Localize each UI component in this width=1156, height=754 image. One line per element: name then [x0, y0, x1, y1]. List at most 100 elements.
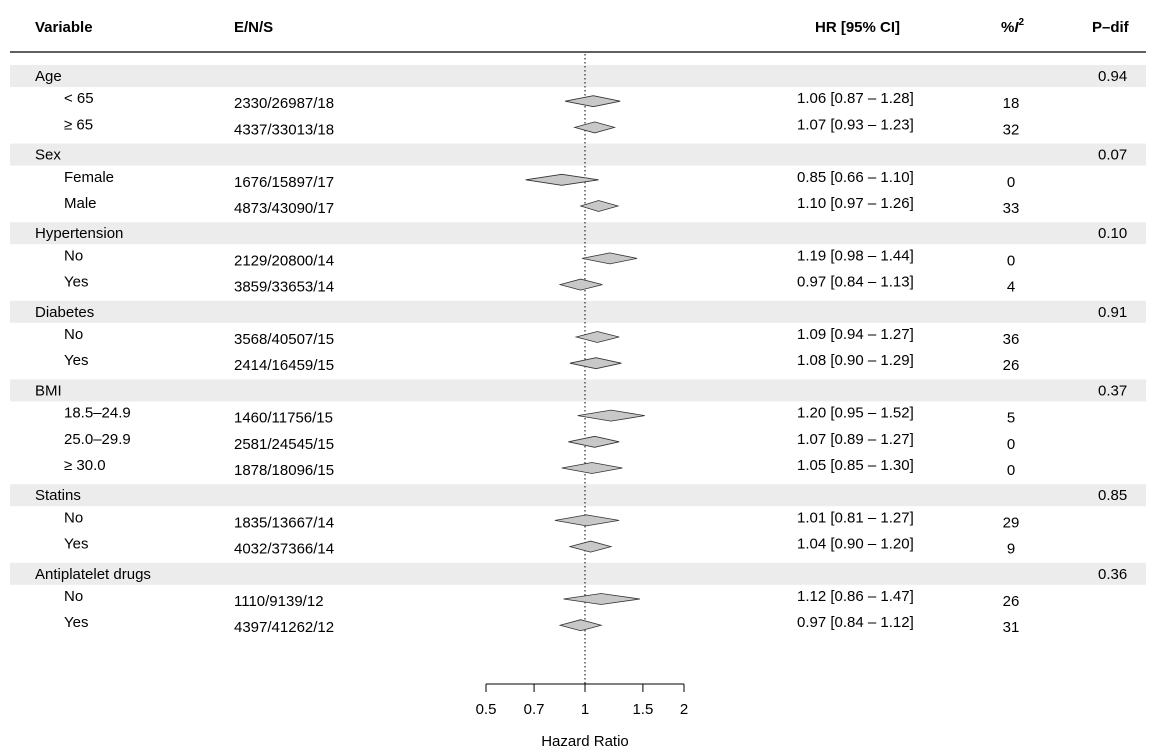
row-hr-ci: 1.07 [0.89 – 1.27]: [797, 431, 914, 448]
group-p-dif: 0.10: [1098, 225, 1127, 242]
hr-diamond: [561, 462, 623, 474]
header-i2-letter: I: [1014, 19, 1019, 36]
row-ens: 4397/41262/12: [234, 619, 334, 636]
row-i2: 26: [1003, 593, 1020, 610]
group-p-dif: 0.37: [1098, 382, 1127, 399]
row-i2: 29: [1003, 514, 1020, 531]
column-headers: Variable E/N/S HR [95% CI] %I2 P–dif: [10, 17, 1146, 53]
table-rows: Age 0.94 < 65 2330/26987/18 1.06 [0.87 – 1.2…: [35, 68, 1127, 636]
group-label: Statins: [35, 487, 81, 504]
header-i2-sup: 2: [1019, 17, 1025, 28]
row-label: < 65: [64, 90, 94, 107]
row-label: 25.0–29.9: [64, 431, 131, 448]
row-label: No: [64, 509, 83, 526]
row-hr-ci: 1.20 [0.95 – 1.52]: [797, 405, 914, 422]
row-i2: 0: [1007, 252, 1015, 269]
group-label: Sex: [35, 147, 61, 164]
group-p-dif: 0.36: [1098, 566, 1127, 583]
row-hr-ci: 1.07 [0.93 – 1.23]: [797, 116, 914, 133]
hr-diamond: [558, 278, 603, 291]
x-tick-label: 0.7: [524, 701, 545, 718]
group-label: Hypertension: [35, 225, 123, 242]
group-band: [10, 143, 1146, 166]
row-label: No: [64, 326, 83, 343]
row-hr-ci: 1.06 [0.87 – 1.28]: [797, 90, 914, 107]
row-label: Yes: [64, 614, 88, 631]
hr-diamond: [582, 252, 638, 265]
header-i2-prefix: %: [1001, 19, 1014, 36]
row-label: No: [64, 247, 83, 264]
row-i2: 0: [1007, 436, 1015, 453]
row-hr-ci: 1.19 [0.98 – 1.44]: [797, 247, 914, 264]
row-ens: 2581/24545/15: [234, 436, 334, 453]
x-tick-label: 1: [581, 701, 589, 718]
row-ens: 4032/37366/14: [234, 541, 334, 558]
row-label: Female: [64, 169, 114, 186]
group-p-dif: 0.85: [1098, 487, 1127, 504]
row-i2: 0: [1007, 174, 1015, 191]
header-pdif: P–dif: [1092, 19, 1130, 36]
row-hr-ci: 1.08 [0.90 – 1.29]: [797, 352, 914, 369]
x-axis-title: Hazard Ratio: [541, 733, 629, 750]
group-band: [10, 65, 1146, 87]
row-i2: 5: [1007, 410, 1015, 427]
row-ens: 1110/9139/12: [234, 593, 324, 610]
row-ens: 3568/40507/15: [234, 331, 334, 348]
header-variable: Variable: [35, 19, 93, 36]
hr-diamond: [558, 619, 603, 632]
group-band: [10, 562, 1146, 585]
row-label: Yes: [64, 352, 88, 369]
x-tick-label: 2: [680, 701, 688, 718]
row-i2: 0: [1007, 462, 1015, 479]
group-label: Diabetes: [35, 304, 94, 321]
group-label: Antiplatelet drugs: [35, 566, 151, 583]
header-i2: %I2: [1001, 17, 1025, 36]
group-band: [10, 222, 1146, 245]
hr-diamond: [574, 331, 620, 343]
row-ens: 1835/13667/14: [234, 514, 334, 531]
group-p-dif: 0.94: [1098, 68, 1127, 85]
row-ens: 1878/18096/15: [234, 462, 334, 479]
group-label: BMI: [35, 382, 62, 399]
header-hr: HR [95% CI]: [815, 19, 900, 36]
hr-diamond: [577, 409, 645, 422]
hr-diamond: [568, 435, 620, 448]
row-label: ≥ 30.0: [64, 457, 106, 474]
x-tick-label: 1.5: [632, 701, 653, 718]
row-hr-ci: 0.85 [0.66 – 1.10]: [797, 169, 914, 186]
group-band: [10, 379, 1146, 402]
row-hr-ci: 1.05 [0.85 – 1.30]: [797, 457, 914, 474]
row-i2: 33: [1003, 200, 1020, 217]
group-p-dif: 0.91: [1098, 304, 1127, 321]
hr-diamond: [573, 121, 617, 134]
header-ens: E/N/S: [234, 19, 273, 36]
row-i2: 4: [1007, 279, 1015, 296]
group-bands: [10, 65, 1146, 585]
hr-diamond: [563, 593, 641, 605]
group-p-dif: 0.07: [1098, 147, 1127, 164]
row-i2: 18: [1003, 95, 1020, 112]
hr-diamond: [579, 200, 620, 212]
row-hr-ci: 1.12 [0.86 – 1.47]: [797, 588, 914, 605]
row-i2: 36: [1003, 331, 1020, 348]
row-ens: 3859/33653/14: [234, 279, 334, 296]
row-ens: 2129/20800/14: [234, 252, 334, 269]
row-hr-ci: 0.97 [0.84 – 1.12]: [797, 614, 914, 631]
hr-diamond: [568, 540, 613, 553]
row-i2: 26: [1003, 357, 1020, 374]
row-hr-ci: 1.09 [0.94 – 1.27]: [797, 326, 914, 343]
row-ens: 1676/15897/17: [234, 174, 334, 191]
row-hr-ci: 0.97 [0.84 – 1.13]: [797, 274, 914, 291]
x-tick-label: 0.5: [476, 701, 497, 718]
row-label: Yes: [64, 274, 88, 291]
row-ens: 4873/43090/17: [234, 200, 334, 217]
row-label: 18.5–24.9: [64, 405, 131, 422]
row-ens: 2330/26987/18: [234, 95, 334, 112]
group-band: [10, 484, 1146, 507]
row-ens: 4337/33013/18: [234, 121, 334, 138]
group-band: [10, 300, 1146, 323]
row-ens: 1460/11756/15: [234, 410, 333, 427]
row-label: Yes: [64, 536, 88, 553]
row-label: No: [64, 588, 83, 605]
